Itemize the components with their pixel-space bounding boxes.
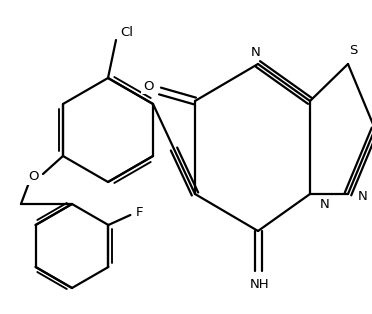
Text: S: S [349, 45, 357, 57]
Text: Cl: Cl [121, 25, 134, 39]
Text: N: N [320, 198, 330, 210]
Text: O: O [143, 79, 153, 93]
Text: F: F [136, 207, 143, 219]
Text: O: O [29, 171, 39, 183]
Text: N: N [358, 190, 368, 203]
Text: N: N [251, 46, 261, 58]
Text: NH: NH [250, 279, 270, 291]
